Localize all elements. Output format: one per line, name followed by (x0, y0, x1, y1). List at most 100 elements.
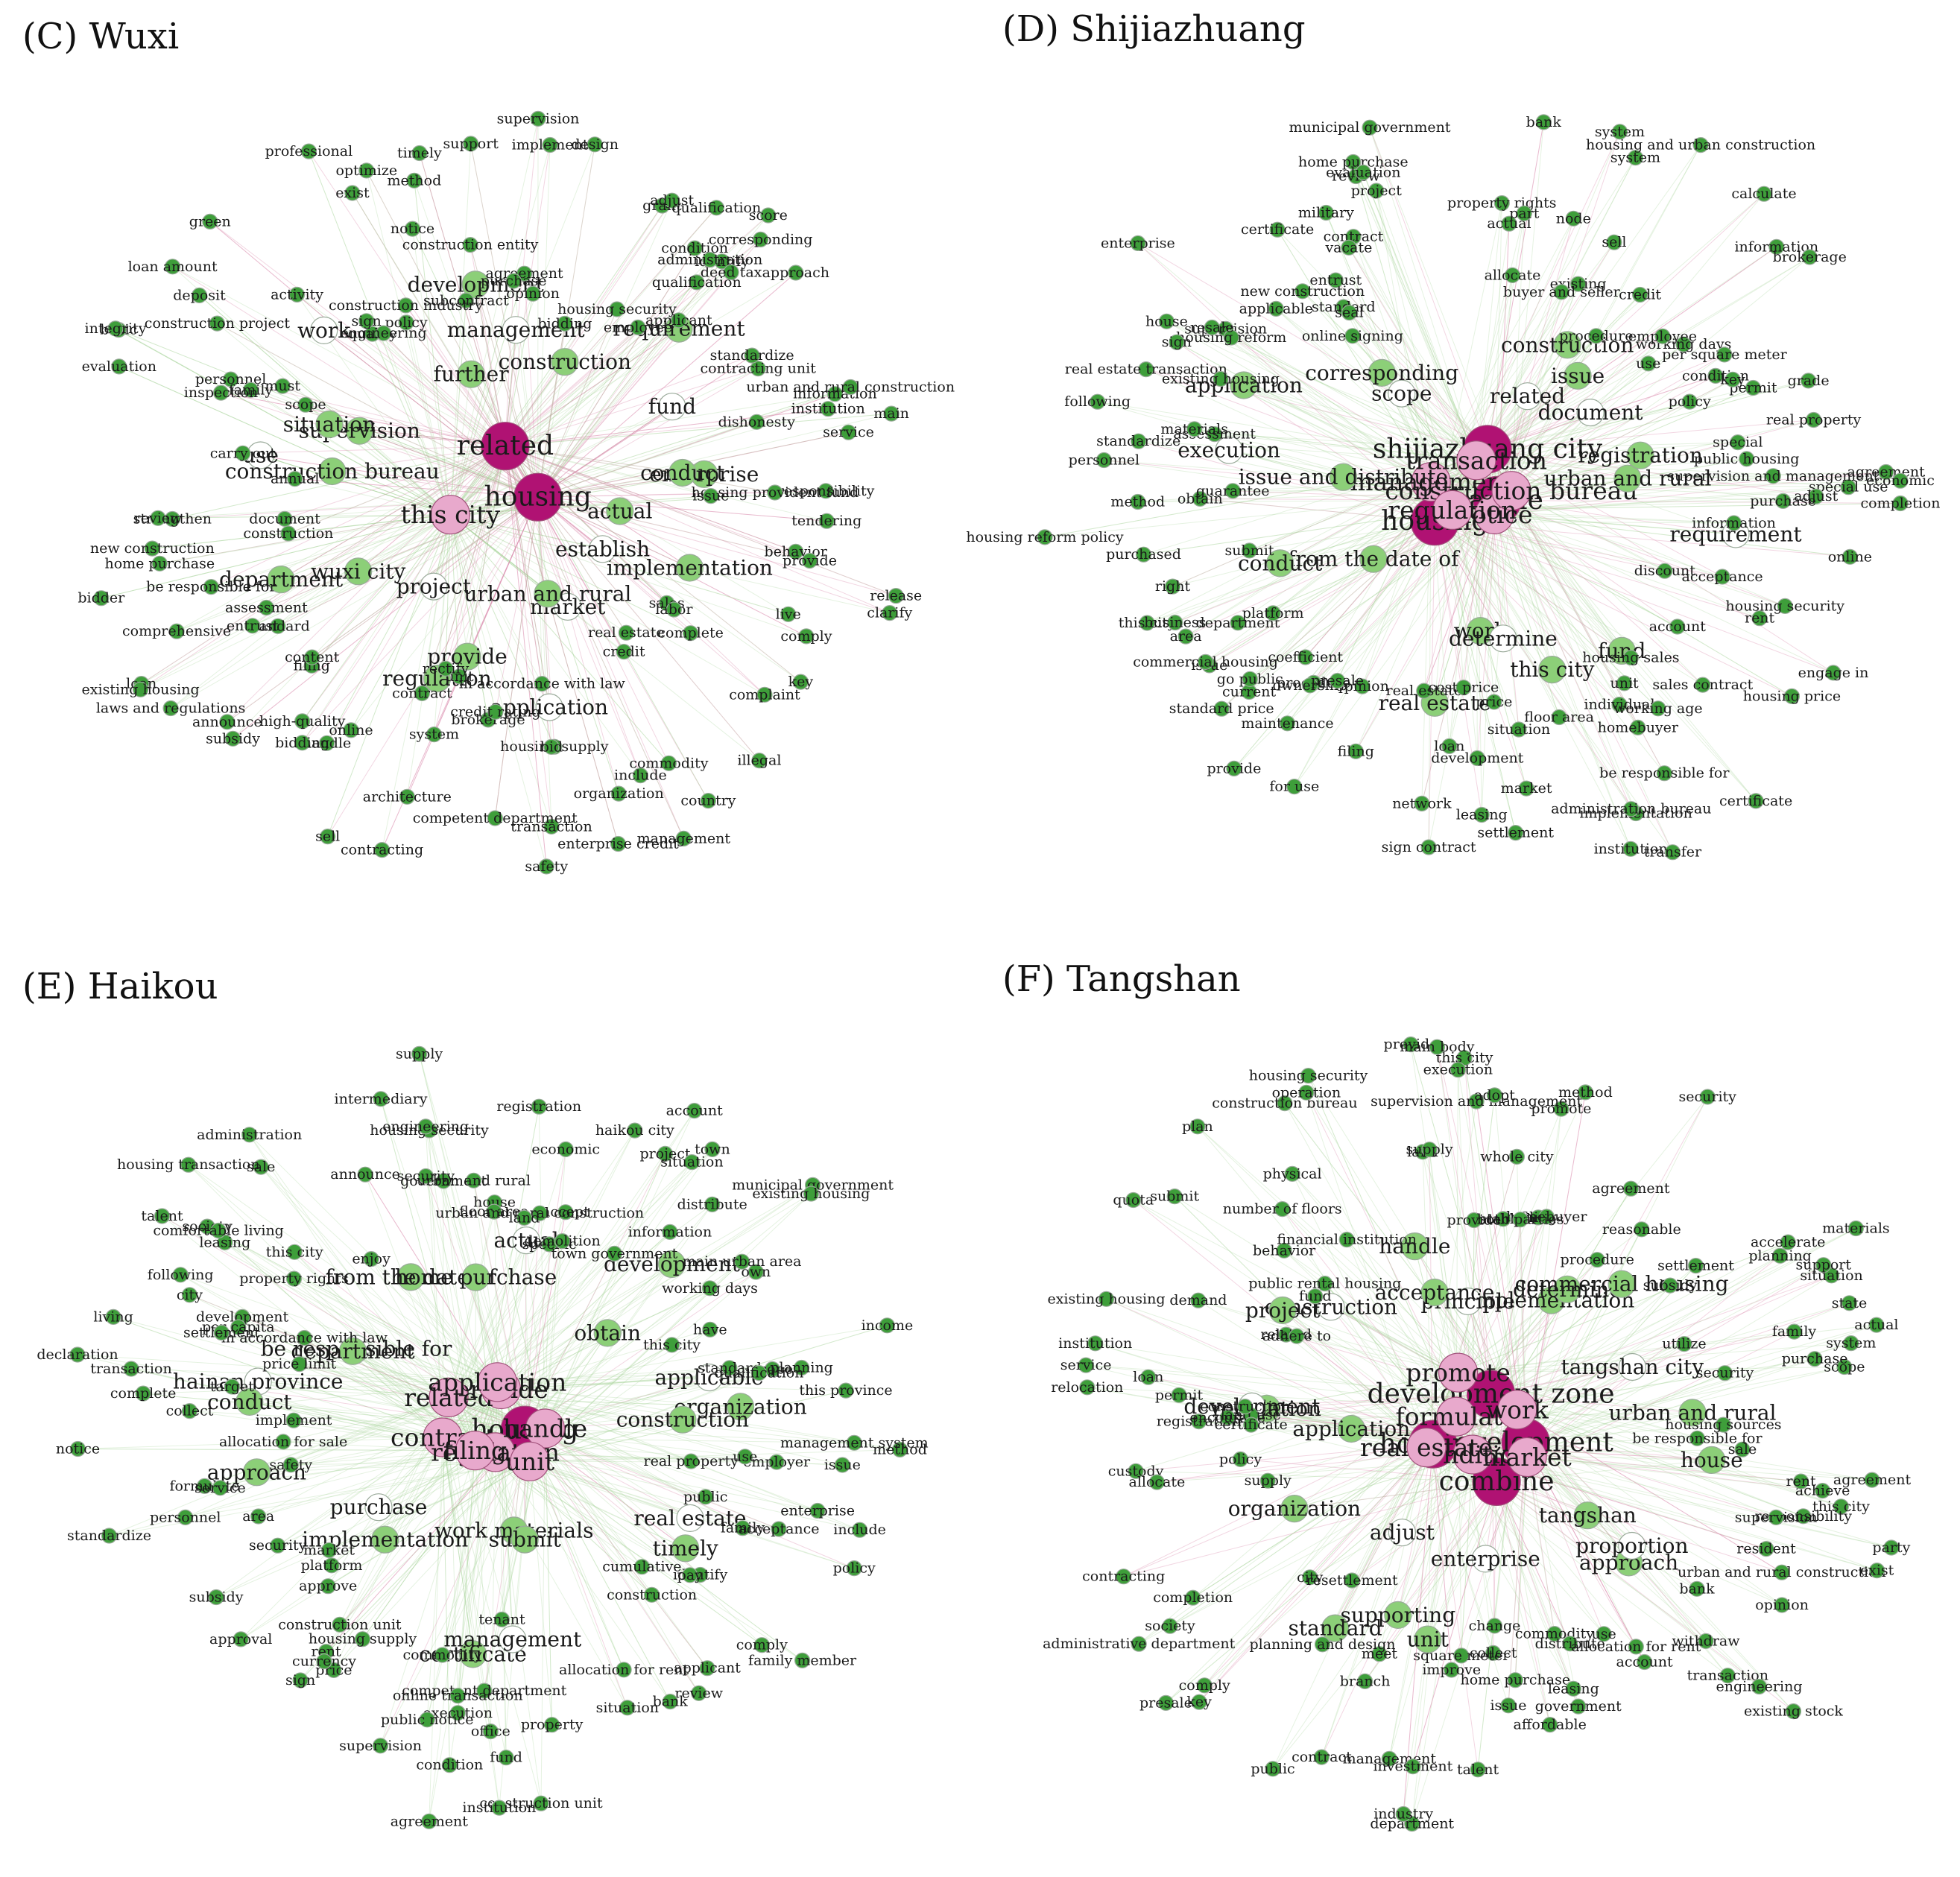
edge (450, 514, 765, 695)
word-node: situation (283, 410, 376, 439)
node-label: operation (1272, 1084, 1341, 1101)
edge (1496, 500, 1673, 852)
word-node: submit (1150, 1188, 1199, 1205)
node-label: carry out (210, 445, 276, 461)
edge (1496, 500, 1520, 730)
edge (362, 1452, 496, 1639)
edge (1434, 521, 1527, 789)
word-node: regulation (382, 664, 492, 693)
node-label: allocation for rent (559, 1662, 689, 1678)
edge (172, 266, 451, 516)
node-circle (1167, 614, 1183, 631)
node-circle (1269, 221, 1286, 238)
node-label: talent (1457, 1762, 1499, 1778)
word-node: economic (531, 1141, 600, 1157)
node-circle (1681, 393, 1698, 410)
node-circle (1570, 276, 1587, 292)
word-node: pay (677, 1567, 703, 1583)
edge (233, 496, 539, 739)
word-node: main urban area (683, 1253, 802, 1270)
node-label: fund (648, 394, 696, 419)
node-label: whole city (1480, 1148, 1554, 1165)
edge (224, 1241, 525, 1431)
edge (241, 1316, 525, 1431)
edge (1487, 246, 1777, 450)
node-label: construction bureau (1385, 476, 1637, 505)
edge (457, 1450, 475, 1713)
word-node: area (1170, 628, 1202, 645)
edge (1175, 521, 1435, 623)
node-circle (1368, 358, 1396, 387)
word-node: price limit (262, 1356, 336, 1373)
node-label: agreement (485, 265, 563, 282)
word-node: administrative department (1043, 1636, 1236, 1652)
word-node: adjust (1370, 1519, 1435, 1547)
edge (1517, 1409, 1842, 1507)
word-node: sign (285, 1672, 315, 1688)
edge (494, 1202, 498, 1382)
edge (277, 496, 538, 627)
node-label: loan (1434, 738, 1464, 754)
edge (1185, 481, 1432, 637)
edge (1487, 335, 1663, 450)
edge (537, 406, 673, 498)
node-label: bidder (78, 590, 125, 607)
edge (475, 284, 539, 498)
node-circle (675, 554, 704, 582)
node-label: bidding (275, 735, 329, 751)
word-node: bidding (537, 315, 592, 332)
edge (484, 1461, 531, 1691)
edge (537, 247, 695, 498)
edge (449, 145, 551, 515)
node-circle (1268, 300, 1284, 317)
word-node: cost price (1429, 680, 1499, 696)
edge (1452, 510, 1665, 774)
node-circle (609, 301, 625, 317)
edge (537, 472, 683, 498)
word-node: development (408, 270, 544, 299)
node-label: issue (1551, 364, 1605, 388)
edge (1493, 514, 1639, 728)
edge (505, 294, 534, 446)
edge (1487, 121, 1544, 449)
node-label: green (189, 213, 231, 230)
edge (419, 1054, 502, 1390)
word-node: complete (657, 625, 723, 642)
edge (449, 514, 669, 764)
edge (1496, 1481, 1579, 1707)
edge (1526, 1343, 1851, 1443)
edge (1137, 242, 1488, 450)
edge (537, 271, 732, 498)
node-label: obtain (1177, 490, 1223, 507)
edge (1198, 1300, 1458, 1373)
node-circle (1657, 563, 1673, 579)
node-circle (1611, 696, 1628, 713)
edge (366, 320, 506, 447)
node-circle (1224, 483, 1241, 499)
edge (501, 1184, 813, 1390)
edge (172, 496, 538, 519)
edge (1511, 490, 1783, 501)
edge (529, 1110, 695, 1462)
node-label: real property (1766, 412, 1862, 428)
edge (380, 1461, 531, 1747)
node-circle (399, 788, 415, 805)
word-node: homebuyer (1598, 719, 1679, 735)
edge (326, 446, 506, 744)
edge (467, 446, 506, 657)
node-circle (538, 858, 554, 875)
word-node: establish (555, 535, 650, 563)
node-label: main urban area (683, 1253, 802, 1270)
word-node: scope (285, 396, 326, 413)
edge (538, 1107, 546, 1429)
edge (545, 1428, 818, 1511)
edge (1490, 1394, 1495, 1626)
word-node: special use (1809, 479, 1888, 496)
node-label: document (1538, 400, 1644, 425)
edge (284, 446, 506, 519)
node-label: sales contract (1652, 677, 1753, 693)
word-node: purchase (1782, 1351, 1848, 1367)
node-circle (668, 458, 697, 487)
node-label: this city (1119, 615, 1176, 631)
edge (1335, 279, 1488, 450)
